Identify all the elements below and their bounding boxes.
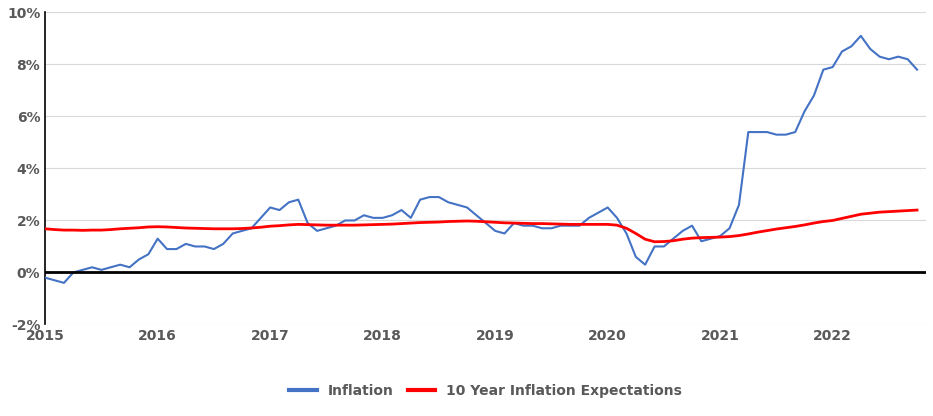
Inflation bbox=[856, 33, 867, 38]
10 Year Inflation Expectations bbox=[912, 208, 923, 213]
Line: Inflation: Inflation bbox=[45, 36, 917, 283]
10 Year Inflation Expectations bbox=[564, 222, 576, 227]
10 Year Inflation Expectations bbox=[705, 235, 717, 240]
Inflation bbox=[414, 197, 425, 202]
Inflation bbox=[912, 67, 923, 72]
Inflation bbox=[199, 244, 210, 249]
Inflation bbox=[39, 275, 50, 280]
Inflation bbox=[274, 208, 285, 213]
Inflation bbox=[705, 236, 717, 241]
10 Year Inflation Expectations bbox=[39, 226, 50, 231]
10 Year Inflation Expectations bbox=[189, 226, 201, 231]
10 Year Inflation Expectations bbox=[265, 224, 276, 229]
Inflation bbox=[574, 223, 585, 228]
10 Year Inflation Expectations bbox=[405, 220, 416, 225]
Legend: Inflation, 10 Year Inflation Expectations: Inflation, 10 Year Inflation Expectation… bbox=[284, 378, 688, 404]
Inflation bbox=[59, 280, 70, 285]
10 Year Inflation Expectations bbox=[377, 222, 388, 227]
Line: 10 Year Inflation Expectations: 10 Year Inflation Expectations bbox=[45, 210, 917, 242]
10 Year Inflation Expectations bbox=[649, 239, 661, 244]
Inflation bbox=[386, 213, 397, 218]
